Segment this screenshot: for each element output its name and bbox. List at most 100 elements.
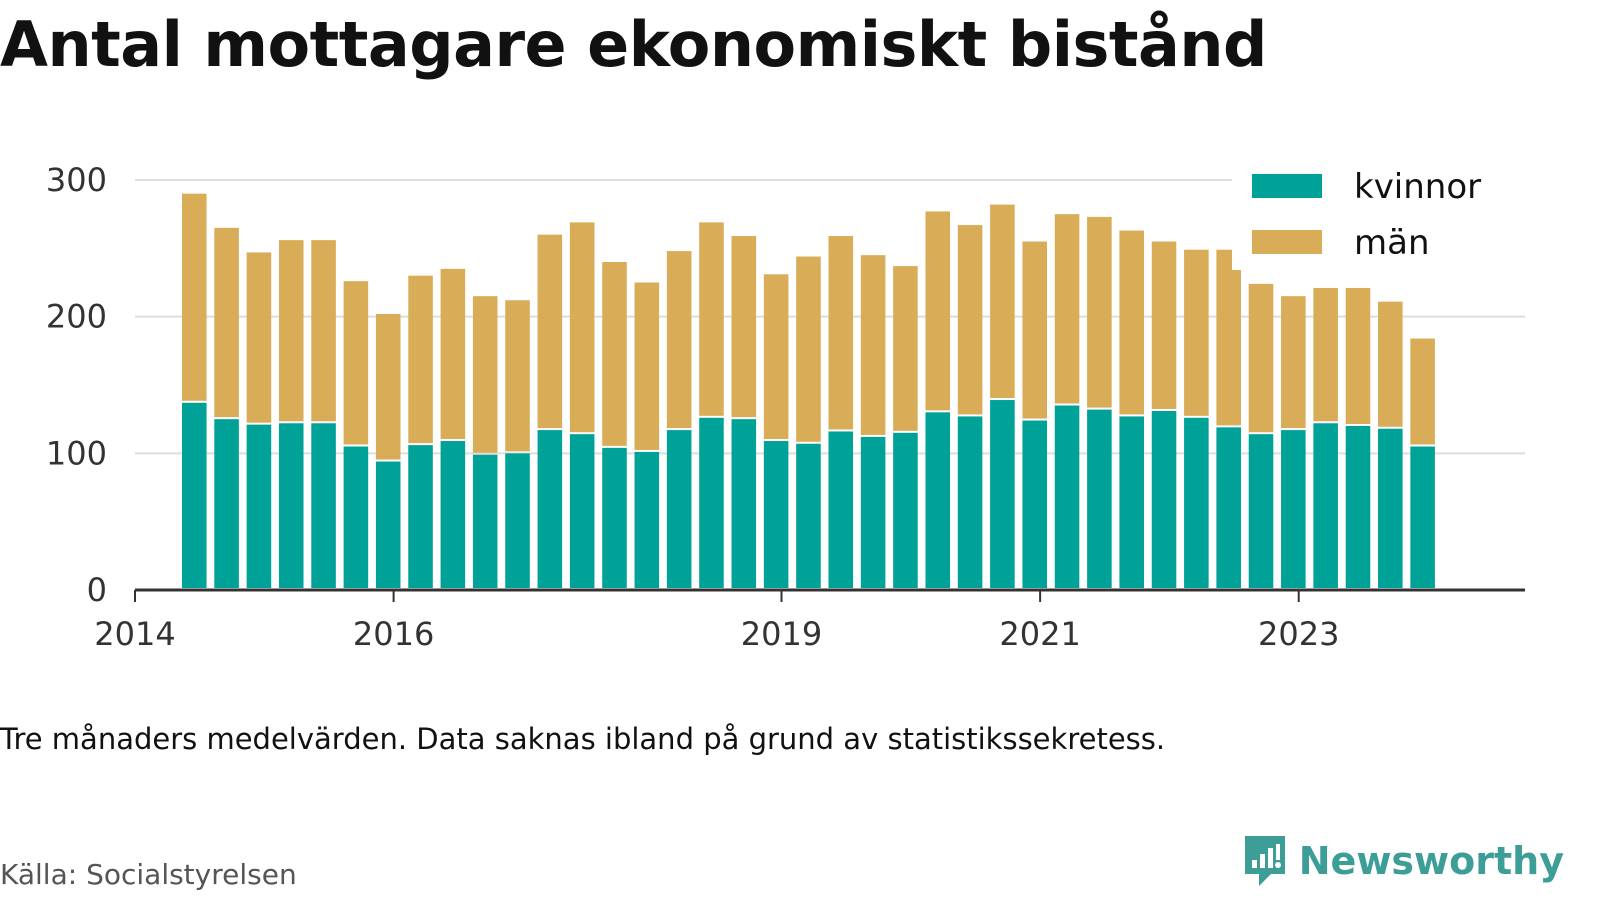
legend-swatch xyxy=(1252,230,1322,254)
bar-man xyxy=(731,236,757,418)
newsworthy-logo: Newsworthy xyxy=(1241,834,1564,888)
bar-kvinnor xyxy=(1184,417,1209,588)
bar-man xyxy=(763,274,789,440)
bar-kvinnor xyxy=(408,445,433,588)
bar-man xyxy=(1313,287,1338,422)
legend-label: män xyxy=(1354,223,1430,263)
bar-kvinnor xyxy=(796,443,821,588)
y-tick-label: 0 xyxy=(87,571,107,609)
bar-man xyxy=(860,255,886,435)
y-tick-label: 200 xyxy=(46,298,107,336)
bar-man xyxy=(990,204,1015,399)
bar-kvinnor xyxy=(634,451,660,588)
bar-man xyxy=(375,313,401,460)
source-text: Källa: Socialstyrelsen xyxy=(0,858,297,891)
bar-man xyxy=(1410,338,1435,445)
bar-kvinnor xyxy=(666,430,692,588)
bar-kvinnor xyxy=(1410,446,1435,588)
bar-kvinnor xyxy=(893,432,918,588)
bar-man xyxy=(472,296,498,453)
bar-kvinnor xyxy=(1151,410,1177,588)
bar-kvinnor xyxy=(1087,409,1112,588)
bar-kvinnor xyxy=(1345,426,1371,588)
bar-man xyxy=(440,268,466,440)
legend-label: kvinnor xyxy=(1354,167,1481,207)
legend: kvinnor män xyxy=(1232,160,1532,270)
bar-kvinnor xyxy=(957,416,983,588)
x-tick-label: 2016 xyxy=(353,615,434,653)
bar-man xyxy=(246,252,272,423)
bar-kvinnor xyxy=(602,447,627,588)
bar-kvinnor xyxy=(375,461,401,588)
bar-man xyxy=(699,222,724,416)
bar-man xyxy=(1184,249,1209,416)
bar-kvinnor xyxy=(763,441,789,588)
bar-kvinnor xyxy=(181,402,207,588)
bar-man xyxy=(925,211,951,411)
bar-man xyxy=(634,282,660,450)
bar-man xyxy=(1248,283,1274,433)
legend-swatch xyxy=(1252,174,1322,198)
bar-man xyxy=(1087,216,1112,408)
bar-kvinnor xyxy=(1119,416,1144,588)
bar-man xyxy=(214,227,239,418)
bar-kvinnor xyxy=(828,431,854,588)
bar-kvinnor xyxy=(731,419,757,588)
bar-kvinnor xyxy=(440,441,466,588)
x-tick-label: 2019 xyxy=(741,615,822,653)
bar-man xyxy=(796,256,821,442)
bar-man xyxy=(505,300,530,452)
bar-kvinnor xyxy=(1378,428,1403,588)
bar-kvinnor xyxy=(1313,423,1338,588)
bar-man xyxy=(1022,241,1048,419)
bar-kvinnor xyxy=(1022,420,1048,588)
bar-man xyxy=(893,266,918,431)
x-tick-label: 2023 xyxy=(1258,615,1339,653)
bar-kvinnor xyxy=(569,434,595,588)
bar-man xyxy=(1345,287,1371,424)
brand-name: Newsworthy xyxy=(1298,839,1564,883)
chart-note: Tre månaders medelvärden. Data saknas ib… xyxy=(0,722,1166,756)
bar-kvinnor xyxy=(343,446,369,588)
stacked-bar-chart: 0 100 200 300 2014 2016 2019 2021 2023 kvinnor mä… xyxy=(45,160,1532,653)
bar-man xyxy=(181,193,207,401)
newsworthy-icon xyxy=(1244,836,1285,886)
bar-man xyxy=(408,275,433,444)
bar-man xyxy=(569,222,595,433)
bar-kvinnor xyxy=(1248,434,1274,588)
bar-man xyxy=(311,240,336,422)
x-tick-label: 2014 xyxy=(94,615,175,653)
bar-kvinnor xyxy=(537,430,563,588)
bar-man xyxy=(1054,214,1080,404)
bar-kvinnor xyxy=(311,423,336,588)
bar-kvinnor xyxy=(472,454,498,588)
bar-man xyxy=(1281,296,1306,429)
bar-kvinnor xyxy=(860,436,886,588)
bar-kvinnor xyxy=(278,423,304,588)
bar-man xyxy=(1119,230,1144,415)
bar-kvinnor xyxy=(246,424,272,588)
chart-title: Antal mottagare ekonomiskt bistånd xyxy=(0,8,1267,81)
bar-man xyxy=(278,240,304,422)
bar-kvinnor xyxy=(990,400,1015,588)
bar-kvinnor xyxy=(1281,430,1306,588)
y-tick-label: 100 xyxy=(46,434,107,472)
bar-kvinnor xyxy=(699,417,724,588)
bar-man xyxy=(828,236,854,430)
bar-kvinnor xyxy=(505,453,530,588)
bar-man xyxy=(666,251,692,429)
bar-man xyxy=(602,262,627,446)
axes: 0 100 200 300 2014 2016 2019 2021 2023 xyxy=(46,161,1525,653)
bar-kvinnor xyxy=(1216,427,1241,588)
bar-man xyxy=(537,234,563,429)
bar-man xyxy=(343,281,369,445)
bar-kvinnor xyxy=(214,419,239,588)
bar-man xyxy=(957,225,983,415)
bar-man xyxy=(1151,241,1177,409)
x-tick-label: 2021 xyxy=(999,615,1080,653)
bar-man xyxy=(1216,249,1241,426)
bar-series xyxy=(181,193,1435,588)
bar-kvinnor xyxy=(925,412,951,588)
y-tick-label: 300 xyxy=(46,161,107,199)
bar-kvinnor xyxy=(1054,405,1080,588)
